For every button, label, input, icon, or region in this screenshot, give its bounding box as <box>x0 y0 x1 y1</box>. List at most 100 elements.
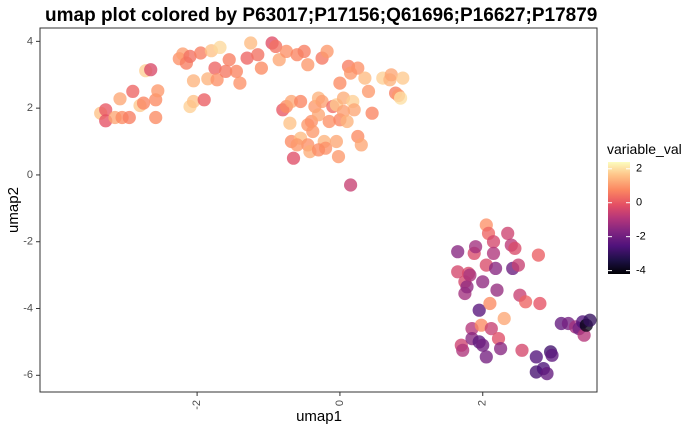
data-point <box>384 68 398 82</box>
x-tick-label: 0 <box>334 400 346 406</box>
x-axis-title: umap1 <box>296 408 342 425</box>
data-point <box>511 258 525 272</box>
data-point <box>284 94 298 109</box>
y-tick-label: 2 <box>27 102 33 114</box>
colorbar-legend: variable_val 2 0 -2 -4 <box>607 141 682 277</box>
data-point <box>456 343 470 357</box>
data-point <box>394 91 408 105</box>
data-point <box>283 116 297 130</box>
data-point <box>297 44 311 59</box>
data-point <box>233 76 247 90</box>
data-point <box>474 318 488 332</box>
data-point <box>489 261 503 275</box>
data-point <box>126 84 140 98</box>
data-point <box>210 73 224 87</box>
data-point <box>583 313 597 327</box>
data-point <box>479 350 493 364</box>
data-point <box>244 36 258 50</box>
data-point <box>219 64 233 78</box>
data-point <box>329 134 343 149</box>
data-point <box>279 44 293 59</box>
data-point <box>122 110 136 125</box>
plot-panel <box>39 27 598 393</box>
data-point <box>315 94 329 109</box>
data-point <box>460 280 474 294</box>
legend-tick-label: -2 <box>636 231 646 243</box>
data-point <box>508 241 522 255</box>
x-tick-label: -2 <box>191 400 203 410</box>
data-point <box>354 138 368 152</box>
data-point <box>331 150 346 164</box>
data-point <box>208 61 222 75</box>
data-point <box>483 296 497 311</box>
data-point <box>229 64 243 78</box>
data-point <box>301 58 315 72</box>
data-point <box>344 178 358 192</box>
data-point <box>469 240 483 254</box>
data-point <box>519 295 533 309</box>
data-point <box>484 322 498 336</box>
data-point <box>336 104 351 119</box>
data-point <box>186 94 201 109</box>
y-tick-label: -4 <box>23 302 33 314</box>
data-point <box>531 248 546 262</box>
data-point <box>320 44 334 59</box>
legend-tick-label: 0 <box>636 197 642 209</box>
data-point <box>322 114 336 129</box>
data-point <box>136 96 151 110</box>
data-point <box>529 350 543 364</box>
data-point <box>476 275 490 289</box>
data-point <box>463 268 477 282</box>
data-point <box>286 151 301 165</box>
colorbar <box>608 162 630 274</box>
data-point <box>269 39 283 54</box>
data-point <box>194 46 208 60</box>
data-point <box>494 342 508 356</box>
data-point <box>294 94 308 109</box>
data-point <box>213 40 227 55</box>
data-point <box>490 283 504 297</box>
data-point <box>486 246 501 260</box>
data-point <box>577 328 591 342</box>
legend-tick-label: -4 <box>636 265 646 277</box>
data-point <box>540 367 554 381</box>
legend-title: variable_val <box>607 141 682 157</box>
data-point <box>351 61 365 75</box>
data-point <box>99 103 113 117</box>
y-tick-label: 4 <box>27 35 33 47</box>
data-point <box>476 338 490 352</box>
data-point <box>306 124 320 139</box>
data-point <box>515 343 529 357</box>
data-point <box>222 53 236 67</box>
data-point <box>186 74 201 88</box>
data-point <box>144 63 158 77</box>
y-axis: -6 -4 -2 0 2 4 <box>23 35 40 381</box>
data-point <box>254 61 268 75</box>
data-point <box>290 138 304 152</box>
data-point <box>545 348 559 362</box>
data-point <box>472 303 486 317</box>
points-layer <box>94 36 597 381</box>
y-tick-label: 0 <box>27 169 33 181</box>
data-point <box>197 93 211 107</box>
legend-ticks: 2 0 -2 -4 <box>608 163 646 277</box>
data-point <box>251 48 265 62</box>
data-point <box>491 332 506 346</box>
data-point <box>451 245 465 259</box>
data-point <box>311 108 326 122</box>
data-point <box>533 296 547 311</box>
x-tick-label: 2 <box>477 400 489 406</box>
data-point <box>358 71 372 85</box>
x-axis: -2 0 2 <box>191 392 489 410</box>
data-point <box>497 311 511 326</box>
data-point <box>240 51 254 65</box>
y-axis-title: umap2 <box>5 187 22 233</box>
data-point <box>149 110 163 125</box>
data-point <box>365 106 379 120</box>
y-tick-label: -6 <box>23 369 33 381</box>
y-tick-label: -2 <box>23 236 33 248</box>
data-point <box>340 114 354 129</box>
data-point <box>451 265 465 279</box>
data-point <box>333 76 347 90</box>
